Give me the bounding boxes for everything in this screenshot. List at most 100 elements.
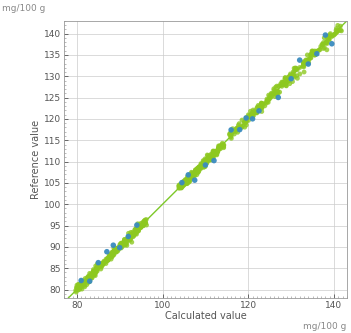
Point [189, 170, 195, 175]
Point [194, 172, 200, 177]
Point [79, 286, 85, 292]
Point [339, 28, 344, 34]
Point [99, 261, 105, 267]
Point [85, 280, 91, 285]
Point [308, 53, 313, 58]
Point [276, 95, 281, 100]
Point [110, 252, 116, 257]
Point [310, 50, 316, 56]
Point [81, 278, 87, 283]
Point [213, 149, 219, 154]
Point [114, 246, 119, 251]
Point [249, 112, 254, 118]
Point [271, 86, 277, 92]
Point [214, 152, 220, 157]
Point [90, 269, 96, 274]
Point [91, 269, 97, 274]
Point [134, 231, 139, 237]
Point [98, 262, 103, 267]
Point [301, 59, 307, 64]
Point [204, 156, 210, 162]
Point [215, 148, 220, 153]
Point [300, 61, 306, 66]
Point [269, 91, 274, 97]
Point [235, 126, 240, 131]
Point [321, 42, 326, 47]
Point [125, 236, 130, 242]
Point [84, 282, 90, 287]
Point [177, 184, 182, 189]
Point [75, 282, 81, 287]
Point [81, 279, 87, 284]
Point [294, 66, 299, 72]
Point [179, 185, 185, 190]
Point [297, 57, 303, 63]
Point [118, 242, 124, 248]
Point [133, 228, 138, 234]
Point [106, 256, 111, 261]
Point [227, 131, 232, 137]
Point [283, 81, 289, 87]
Point [259, 105, 265, 111]
Point [193, 167, 198, 173]
Point [108, 252, 114, 257]
Point [89, 276, 94, 281]
Point [272, 90, 278, 95]
Point [138, 224, 144, 230]
Point [311, 49, 316, 55]
Point [143, 220, 148, 226]
Point [107, 253, 113, 258]
Point [133, 226, 139, 231]
Point [143, 220, 148, 225]
Point [284, 83, 289, 89]
Point [209, 151, 214, 157]
Point [87, 271, 92, 276]
Point [179, 183, 185, 188]
Point [254, 110, 259, 116]
Point [207, 156, 213, 162]
Point [283, 80, 289, 85]
Point [250, 107, 256, 113]
Point [280, 80, 286, 85]
Point [288, 71, 293, 77]
Point [291, 66, 297, 71]
Point [87, 278, 93, 284]
Point [140, 223, 145, 228]
Point [104, 259, 109, 264]
Point [95, 264, 100, 269]
Point [217, 145, 223, 150]
Point [177, 185, 182, 191]
Point [246, 112, 251, 118]
Point [241, 120, 247, 125]
Point [205, 152, 210, 158]
Point [323, 40, 329, 45]
Point [135, 227, 140, 233]
Point [333, 28, 339, 33]
Point [133, 227, 138, 232]
Point [177, 182, 183, 187]
Point [208, 157, 214, 163]
Point [326, 36, 332, 41]
Point [273, 89, 278, 94]
Point [98, 262, 104, 268]
Point [141, 223, 146, 228]
Point [203, 164, 208, 169]
Point [203, 160, 208, 165]
Point [85, 276, 91, 281]
Point [202, 158, 207, 164]
Point [123, 239, 129, 245]
Point [121, 239, 127, 244]
Point [178, 185, 184, 191]
Point [134, 226, 140, 231]
Point [211, 150, 217, 155]
Point [271, 91, 276, 97]
Point [121, 237, 127, 243]
Point [290, 71, 296, 76]
Point [111, 248, 117, 254]
Point [121, 242, 127, 247]
Point [278, 83, 284, 88]
Point [196, 166, 201, 171]
Point [243, 119, 249, 124]
Point [118, 245, 124, 250]
Point [331, 32, 337, 38]
